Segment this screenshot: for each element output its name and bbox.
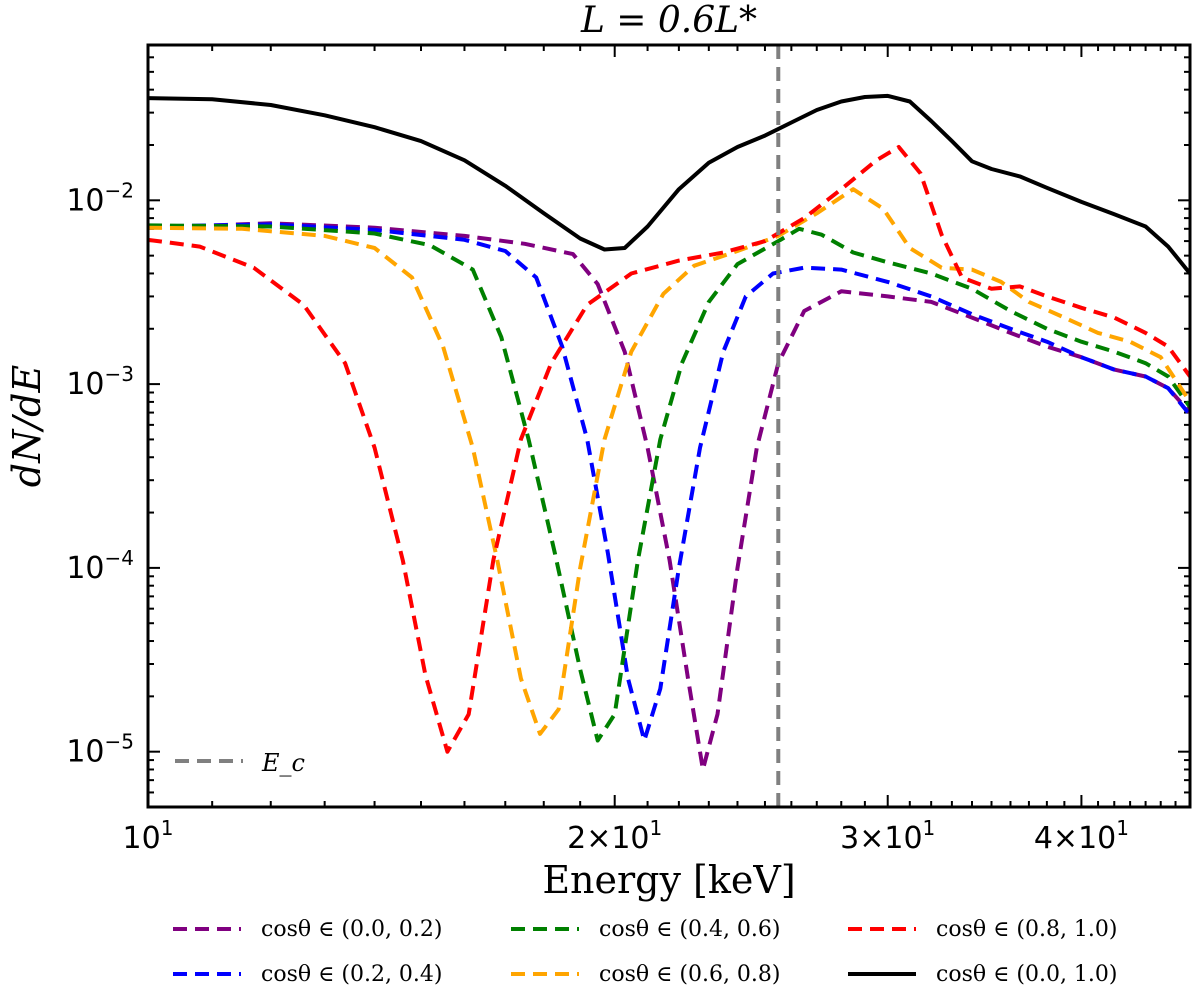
y-tick-label: 10−4 bbox=[66, 546, 134, 586]
legend-label-3: cosθ ∈ (0.6, 0.8) bbox=[599, 962, 781, 987]
x-tick-label: 2×101 bbox=[567, 816, 662, 856]
legend-label-1: cosθ ∈ (0.2, 0.4) bbox=[261, 962, 443, 987]
y-tick-label: 10−2 bbox=[66, 178, 134, 218]
series-line-5 bbox=[148, 93, 1190, 275]
x-axis-label: Energy [keV] bbox=[542, 858, 795, 902]
series-line-2 bbox=[148, 223, 1190, 743]
x-tick-label: 4×101 bbox=[1034, 816, 1129, 856]
series-line-4 bbox=[148, 145, 1190, 754]
legend-label-2: cosθ ∈ (0.4, 0.6) bbox=[599, 917, 781, 942]
plot-frame bbox=[146, 43, 1192, 809]
legend-label-0: cosθ ∈ (0.0, 0.2) bbox=[261, 917, 443, 942]
series-line-3 bbox=[148, 187, 1190, 736]
legend-label-4: cosθ ∈ (0.8, 1.0) bbox=[936, 917, 1118, 942]
legend-label-5: cosθ ∈ (0.0, 1.0) bbox=[936, 962, 1118, 987]
series-layer bbox=[148, 93, 1190, 772]
series-line-0 bbox=[148, 221, 1190, 772]
ec-legend-label: E_c bbox=[261, 749, 305, 777]
legend: cosθ ∈ (0.0, 0.2) cosθ ∈ (0.2, 0.4) cosθ ∈… bbox=[173, 917, 1118, 987]
ticks-layer: 10−2 10−3 10−4 10−5 101 2×101 3×101 4×101 bbox=[66, 44, 1191, 856]
y-axis-label: dN/dE bbox=[5, 365, 49, 488]
x-tick-label: 3×101 bbox=[840, 816, 935, 856]
x-tick-label: 101 bbox=[123, 816, 174, 856]
chart-title: L = 0.6L* bbox=[580, 0, 757, 41]
y-tick-label: 10−3 bbox=[66, 362, 134, 402]
y-tick-label: 10−5 bbox=[66, 730, 134, 770]
series-line-1 bbox=[148, 222, 1190, 743]
